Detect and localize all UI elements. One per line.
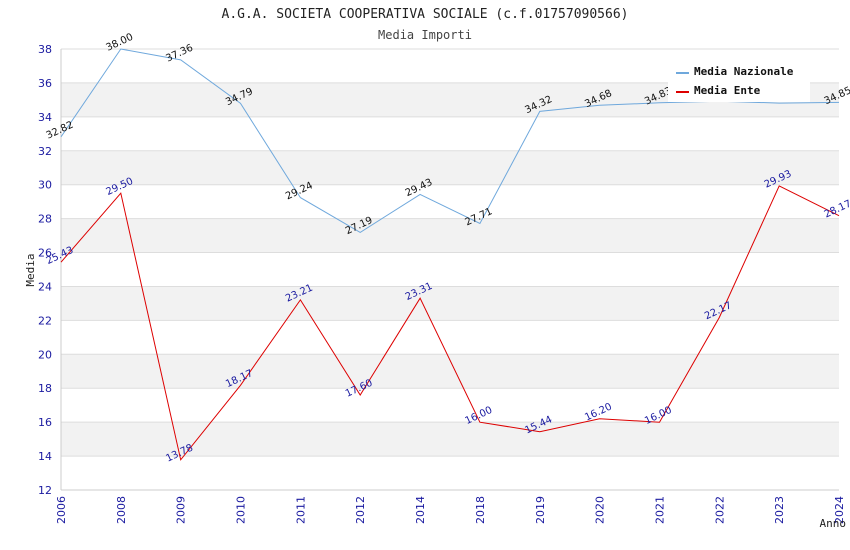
x-tick-label: 2021 [653,496,666,524]
y-tick-label: 26 [38,247,52,260]
y-tick-label: 14 [38,450,52,463]
legend-label-media-nazionale: Media Nazionale [694,65,794,78]
data-label-media-nazionale: 37.36 [164,43,195,65]
x-axis-ticks: 2006 2008 2009 2010 2011 2012 2014 2018 2019 2020… [55,496,846,524]
x-tick-label: 2019 [534,496,547,524]
data-label-media-ente: 16.20 [583,401,614,423]
grid-bands [61,82,839,457]
grid-band [61,150,839,185]
y-tick-label: 12 [38,484,52,497]
x-tick-label: 2009 [175,496,188,524]
y-tick-label: 22 [38,314,52,327]
y-tick-label: 34 [38,111,52,124]
y-tick-label: 32 [38,145,52,158]
x-tick-label: 2022 [713,496,726,524]
x-tick-label: 2011 [294,496,307,524]
y-tick-label: 18 [38,382,52,395]
y-tick-label: 28 [38,213,52,226]
y-tick-label: 20 [38,348,52,361]
series-line-media-ente [60,185,840,461]
x-tick-label: 2010 [235,496,248,524]
chart-title: A.G.A. SOCIETA COOPERATIVA SOCIALE (c.f.… [222,7,629,22]
y-tick-label: 30 [38,179,52,192]
y-tick-label: 24 [38,280,52,293]
x-tick-label: 2024 [833,496,846,524]
x-tick-label: 2012 [354,496,367,524]
y-tick-label: 16 [38,416,52,429]
legend-label-media-ente: Media Ente [694,84,761,97]
data-label-media-ente: 28.17 [823,198,850,220]
legend-box [668,61,810,102]
legend: Media Nazionale Media Ente [668,61,810,102]
x-tick-label: 2014 [414,496,427,524]
x-tick-label: 2023 [773,496,786,524]
y-axis-ticks: 12 14 16 18 20 22 24 26 28 30 32 34 36 38 [38,43,52,497]
y-tick-label: 36 [38,77,52,90]
x-tick-label: 2020 [594,496,607,524]
grid-band [61,422,839,457]
x-tick-label: 2018 [474,496,487,524]
grid-band [61,286,839,321]
y-axis-label: Media [24,253,37,286]
x-tick-label: 2008 [115,496,128,524]
x-axis-label: Anno [820,517,847,530]
x-tick-label: 2006 [55,496,68,524]
y-tick-label: 38 [38,43,52,56]
chart-subtitle: Media Importi [378,28,472,42]
grid-band [61,218,839,253]
